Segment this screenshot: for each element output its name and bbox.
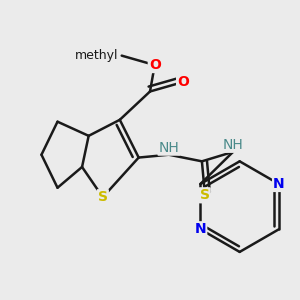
Text: NH: NH: [158, 141, 179, 154]
Text: methyl: methyl: [75, 49, 119, 62]
Text: N: N: [195, 222, 206, 236]
Text: S: S: [98, 190, 108, 204]
Text: N: N: [273, 177, 285, 191]
Text: S: S: [200, 188, 210, 202]
Text: O: O: [177, 75, 189, 89]
Text: NH: NH: [223, 138, 243, 152]
Text: O: O: [149, 58, 161, 72]
